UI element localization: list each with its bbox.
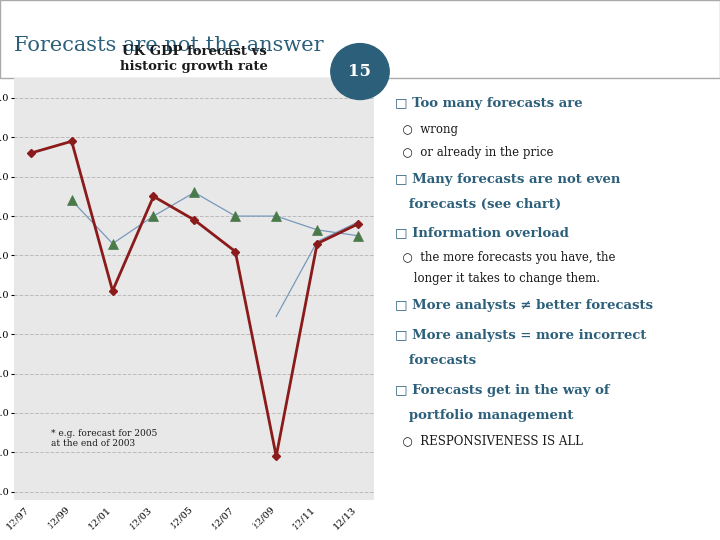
- Text: □ Forecasts get in the way of: □ Forecasts get in the way of: [395, 383, 610, 397]
- Text: 05/12/2020: 05/12/2020: [657, 521, 709, 530]
- Text: longer it takes to change them.: longer it takes to change them.: [395, 272, 600, 285]
- Title: UK GDP forecast vs
historic growth rate: UK GDP forecast vs historic growth rate: [120, 45, 269, 73]
- Text: □ Information overload: □ Information overload: [395, 226, 569, 239]
- Text: forecasts: forecasts: [395, 354, 476, 367]
- Text: □ More analysts = more incorrect: □ More analysts = more incorrect: [395, 329, 647, 342]
- Text: □ Many forecasts are not even: □ Many forecasts are not even: [395, 173, 621, 186]
- Text: * e.g. forecast for 2005
at the end of 2003: * e.g. forecast for 2005 at the end of 2…: [51, 429, 158, 448]
- Text: ○  wrong: ○ wrong: [395, 123, 458, 136]
- Text: 15: 15: [348, 63, 372, 80]
- Text: Harlyn Research LLP: Private & confidential; restricted circulation.: Harlyn Research LLP: Private & confident…: [11, 521, 322, 530]
- Text: ○  the more forecasts you have, the: ○ the more forecasts you have, the: [395, 251, 616, 264]
- Circle shape: [330, 44, 390, 99]
- Text: □ More analysts ≠ better forecasts: □ More analysts ≠ better forecasts: [395, 299, 653, 313]
- Text: forecasts (see chart): forecasts (see chart): [395, 198, 561, 211]
- Text: portfolio management: portfolio management: [395, 409, 573, 422]
- Text: ○  RESPONSIVENESS IS ALL: ○ RESPONSIVENESS IS ALL: [395, 434, 583, 447]
- Text: □ Too many forecasts are: □ Too many forecasts are: [395, 97, 582, 110]
- Text: ○  or already in the price: ○ or already in the price: [395, 146, 554, 159]
- Text: Forecasts are not the answer: Forecasts are not the answer: [14, 36, 324, 55]
